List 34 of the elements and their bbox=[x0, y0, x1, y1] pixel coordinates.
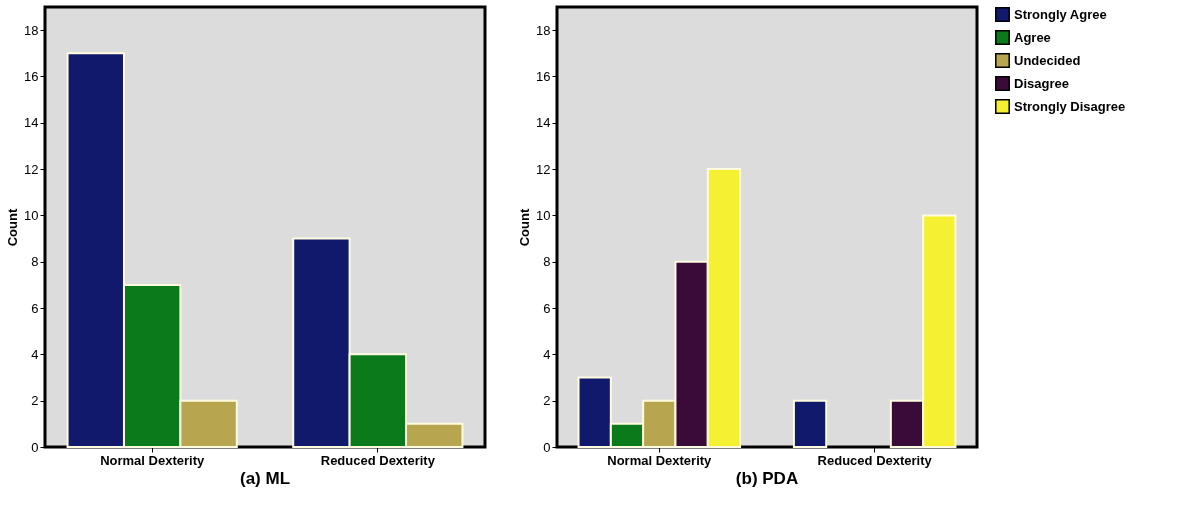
y-tick-label: 8 bbox=[31, 254, 39, 270]
legend-label: Strongly Agree bbox=[1014, 6, 1107, 22]
y-tick-label: 2 bbox=[543, 393, 551, 409]
legend-label: Disagree bbox=[1014, 75, 1069, 91]
y-tick-label: 16 bbox=[536, 68, 551, 84]
y-tick-label: 12 bbox=[24, 161, 39, 177]
y-tick-label: 0 bbox=[31, 439, 39, 455]
x-tick-label: Reduced Dexterity bbox=[320, 452, 436, 468]
legend-label: Undecided bbox=[1014, 52, 1081, 68]
y-tick-label: 14 bbox=[536, 115, 551, 131]
y-tick-label: 18 bbox=[24, 22, 39, 38]
y-tick-label: 12 bbox=[536, 161, 551, 177]
y-tick-label: 4 bbox=[543, 346, 551, 362]
bar bbox=[792, 399, 828, 448]
x-tick-label: Reduced Dexterity bbox=[817, 452, 933, 468]
legend-label: Strongly Disagree bbox=[1014, 98, 1126, 114]
x-tick-label: Normal Dexterity bbox=[100, 452, 205, 468]
y-tick-label: 18 bbox=[536, 22, 551, 38]
y-tick-label: 14 bbox=[24, 115, 39, 131]
y-tick-label: 2 bbox=[31, 393, 39, 409]
y-tick-label: 10 bbox=[536, 207, 551, 223]
y-tick-label: 6 bbox=[543, 300, 551, 316]
y-tick-label: 4 bbox=[31, 346, 39, 362]
y-tick-label: 0 bbox=[543, 439, 551, 455]
text: (a) ML bbox=[239, 469, 291, 488]
text: (b) PDA bbox=[735, 469, 799, 488]
legend-label: Agree bbox=[1014, 29, 1051, 45]
y-axis-title: Count bbox=[517, 208, 533, 247]
y-tick-label: 10 bbox=[24, 207, 39, 223]
y-tick-label: 16 bbox=[24, 68, 39, 84]
y-tick-label: 8 bbox=[543, 254, 551, 270]
x-tick-label: Normal Dexterity bbox=[607, 452, 713, 468]
y-tick-label: 6 bbox=[31, 300, 39, 316]
y-axis-title: Count bbox=[5, 208, 21, 247]
